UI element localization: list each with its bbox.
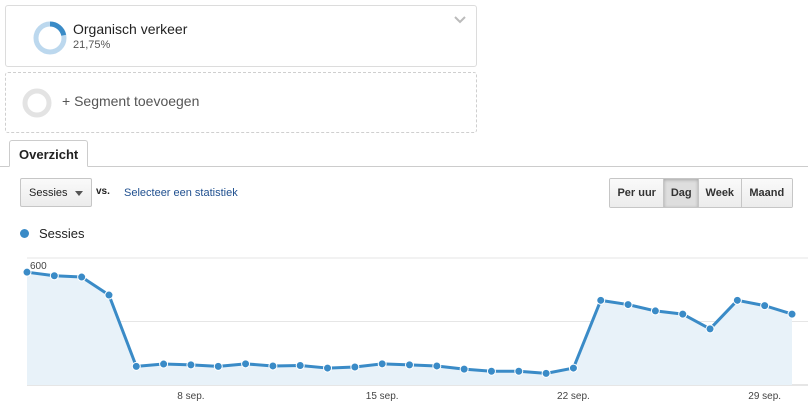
- data-point: [104, 290, 114, 300]
- data-point: [514, 366, 524, 376]
- data-point: [678, 309, 688, 319]
- y-tick-label: 600: [30, 261, 47, 272]
- sessions-line-chart: 3006008 sep.15 sep.22 sep.29 sep.: [22, 257, 808, 402]
- x-tick-label: 29 sep.: [748, 391, 781, 402]
- empty-ring-icon: [21, 87, 53, 119]
- metric-select[interactable]: Sessies: [20, 178, 92, 207]
- week-button[interactable]: Week: [699, 179, 742, 207]
- data-point: [705, 324, 715, 334]
- data-point: [295, 361, 305, 371]
- data-point: [350, 362, 360, 372]
- data-point: [432, 361, 442, 371]
- vs-label: vs.: [96, 186, 110, 197]
- data-point: [22, 267, 32, 277]
- maand-button[interactable]: Maand: [741, 179, 792, 207]
- x-tick-label: 15 sep.: [366, 391, 399, 402]
- data-point: [186, 360, 196, 370]
- donut-chart-icon: [32, 20, 68, 56]
- data-point: [568, 363, 578, 373]
- data-point: [760, 301, 770, 311]
- legend-label: Sessies: [39, 226, 85, 241]
- segment-percentage: 21,75%: [73, 39, 111, 51]
- data-point: [732, 295, 742, 305]
- add-segment-button[interactable]: + Segment toevoegen: [5, 72, 477, 133]
- x-tick-label: 22 sep.: [557, 391, 590, 402]
- segment-card-organisch-verkeer[interactable]: Organisch verkeer 21,75%: [5, 5, 477, 67]
- data-point: [787, 309, 797, 319]
- legend-dot-icon: [20, 229, 29, 238]
- data-point: [623, 300, 633, 310]
- segment-title: Organisch verkeer: [73, 21, 188, 37]
- per-uur-button[interactable]: Per uur: [610, 179, 665, 207]
- select-statistic-link[interactable]: Selecteer een statistiek: [124, 187, 238, 199]
- data-point: [49, 271, 59, 281]
- data-point: [459, 364, 469, 374]
- add-segment-label: + Segment toevoegen: [62, 93, 200, 109]
- caret-down-icon: [75, 191, 83, 196]
- metric-select-value: Sessies: [29, 187, 68, 199]
- data-point: [650, 306, 660, 316]
- data-point: [377, 359, 387, 369]
- data-point: [77, 272, 87, 282]
- data-point: [213, 361, 223, 371]
- granularity-toggle: Per uur Dag Week Maand: [609, 178, 793, 208]
- data-point: [405, 360, 414, 370]
- data-point: [323, 363, 333, 373]
- dag-button[interactable]: Dag: [664, 179, 700, 207]
- x-tick-label: 8 sep.: [177, 391, 204, 402]
- data-point: [241, 359, 251, 369]
- data-point: [596, 295, 606, 305]
- data-point: [486, 366, 496, 376]
- data-point: [131, 361, 141, 371]
- chevron-down-icon[interactable]: [452, 12, 468, 28]
- tab-overzicht[interactable]: Overzicht: [9, 140, 88, 167]
- data-point: [268, 361, 278, 371]
- tab-divider: [0, 166, 808, 167]
- data-point: [541, 368, 551, 378]
- data-point: [159, 359, 169, 369]
- chart-legend: Sessies: [20, 226, 85, 241]
